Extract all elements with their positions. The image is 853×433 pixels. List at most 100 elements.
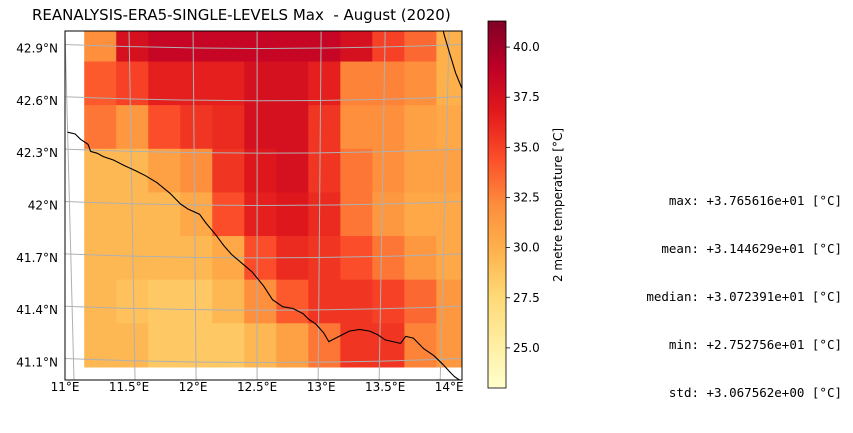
y-tick-label: 41.7°N [16, 251, 58, 265]
stat-median: median: +3.072391e+01 [°C] [646, 289, 842, 304]
temperature-cell [276, 279, 309, 324]
temperature-cell [84, 323, 117, 368]
temperature-cell [180, 148, 213, 194]
graticule [65, 31, 462, 380]
temperature-cell [308, 31, 341, 63]
temperature-cell [372, 279, 405, 324]
meridian-line [128, 31, 136, 380]
y-tick-label: 41.4°N [16, 303, 58, 317]
y-tick-label: 42.3°N [16, 146, 58, 160]
temperature-cell [180, 192, 213, 237]
temperature-cell [148, 236, 181, 281]
parallel-line [65, 148, 462, 154]
temperature-cell [244, 31, 277, 63]
temperature-cell [84, 105, 117, 150]
temperature-cell [308, 192, 341, 237]
y-tick-label: 42.6°N [16, 94, 58, 108]
temperature-cell [276, 192, 309, 237]
temperature-cell [180, 61, 213, 106]
temperature-cell [180, 236, 213, 281]
y-axis-ticks: 41.1°N 41.4°N 41.7°N 42°N 42.3°N 42.6°N 42.9°N [16, 41, 58, 369]
parallel-line [65, 43, 462, 49]
temperature-cell [276, 148, 309, 194]
temperature-cell [276, 323, 309, 368]
temperature-cell [372, 61, 405, 106]
temperature-cell [436, 279, 462, 324]
temperature-cell [404, 148, 437, 194]
temperature-cell [212, 61, 245, 106]
temperature-cell [212, 148, 245, 194]
temperature-cell [372, 105, 405, 150]
x-tick-label: 11°E [51, 380, 80, 394]
stat-min: min: +2.752756e+01 [°C] [668, 337, 842, 352]
temperature-cell [372, 323, 405, 368]
temperature-cell [372, 31, 405, 63]
temperature-cell [212, 31, 245, 63]
stat-max: max: +3.765616e+01 [°C] [668, 193, 842, 208]
colorbar-label: 2 metre temperature [°C] [551, 128, 565, 282]
temperature-cell [276, 31, 309, 63]
temperature-cell [244, 105, 277, 150]
temperature-cell [308, 148, 341, 194]
temperature-cell [116, 148, 149, 194]
chart-title: REANALYSIS-ERA5-SINGLE-LEVELS Max - Augu… [32, 6, 451, 24]
temperature-cell [212, 279, 245, 324]
colorbar-ticks: 25.0 27.5 30.0 32.5 35.0 37.5 40.0 [506, 40, 540, 355]
temperature-cell [148, 61, 181, 106]
temperature-cell [244, 61, 277, 106]
temperature-cell [308, 105, 341, 150]
temperature-cell [340, 192, 373, 237]
temperature-cell [404, 192, 437, 237]
temperature-cell [436, 31, 462, 63]
meridian-line [65, 31, 75, 380]
stat-mean: mean: +3.144629e+01 [°C] [661, 241, 842, 256]
temperature-cell [340, 31, 373, 63]
temperature-cell [180, 105, 213, 150]
temperature-cell [180, 323, 213, 368]
temperature-cell [84, 31, 117, 63]
temperature-cell [84, 192, 117, 237]
temperature-cell [148, 105, 181, 150]
temperature-cell [340, 148, 373, 194]
temperature-cell [244, 148, 277, 194]
temperature-cell [180, 31, 213, 63]
parallel-line [65, 305, 462, 311]
coastline-line [67, 131, 460, 380]
colorbar-tick-label: 30.0 [513, 241, 540, 255]
map-frame [64, 30, 463, 381]
x-tick-label: 11.5°E [109, 380, 149, 394]
temperature-cell [212, 323, 245, 368]
parallel-line [65, 96, 462, 102]
stats-panel: max: +3.765616e+01 [°C] mean: +3.144629e… [598, 161, 842, 433]
x-tick-label: 12°E [179, 380, 208, 394]
temperature-cell [340, 61, 373, 106]
temperature-cell [84, 61, 117, 106]
map-plot: 11°E 11.5°E 12°E 12.5°E 13°E 13.5°E 14°E 41.1°… [16, 20, 565, 394]
meridian-line [439, 31, 450, 380]
temperature-cell [436, 148, 462, 194]
temperature-cell [372, 148, 405, 194]
figure: REANALYSIS-ERA5-SINGLE-LEVELS Max - Augu… [16, 6, 842, 400]
parallel-line [65, 201, 462, 206]
colorbar-tick-label: 40.0 [513, 40, 540, 54]
temperature-cell [404, 279, 437, 324]
temperature-cell [180, 279, 213, 324]
temperature-cell [372, 236, 405, 281]
temperature-cell [148, 148, 181, 194]
colorbar [487, 20, 507, 389]
temperature-cells [84, 31, 462, 368]
x-tick-label: 12.5°E [237, 380, 277, 394]
temperature-cell [404, 31, 437, 63]
temperature-cell [212, 105, 245, 150]
y-tick-label: 42°N [28, 199, 58, 213]
temperature-cell [436, 236, 462, 281]
temperature-cell [276, 61, 309, 106]
x-axis-ticks: 11°E 11.5°E 12°E 12.5°E 13°E 13.5°E 14°E [51, 380, 464, 394]
colorbar-tick-label: 37.5 [513, 90, 540, 104]
temperature-cell [436, 61, 462, 106]
temperature-cell [404, 236, 437, 281]
y-tick-label: 41.1°N [16, 356, 58, 370]
temperature-cell [308, 61, 341, 106]
temperature-cell [244, 279, 277, 324]
coastline-line-northeast [442, 31, 462, 89]
